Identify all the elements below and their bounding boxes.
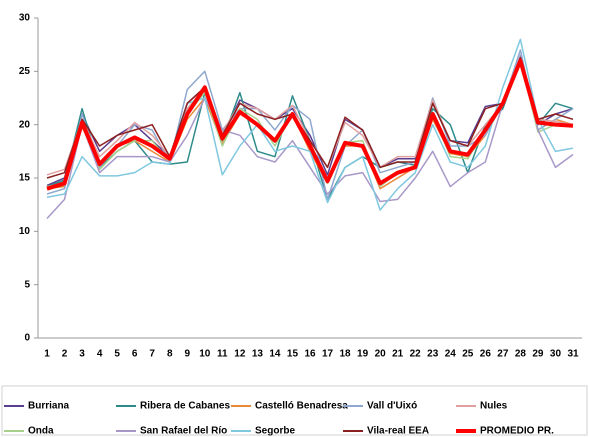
series-line bbox=[46, 58, 574, 191]
legend-label: Ribera de Cabanes bbox=[140, 401, 230, 412]
x-tick-label: 8 bbox=[167, 349, 173, 360]
legend-label: PROMEDIO PR. bbox=[480, 426, 554, 437]
legend-label: Vila-real EEA bbox=[367, 426, 429, 437]
series-line bbox=[46, 56, 574, 179]
x-tick-label: 2 bbox=[62, 349, 68, 360]
x-tick-label: 28 bbox=[515, 349, 527, 360]
legend-label: San Rafael del Río bbox=[140, 426, 227, 437]
x-tick-label: 25 bbox=[462, 349, 474, 360]
x-tick-label: 20 bbox=[375, 349, 387, 360]
x-tick-label: 9 bbox=[184, 349, 190, 360]
x-tick-label: 26 bbox=[480, 349, 492, 360]
x-tick-label: 4 bbox=[97, 349, 103, 360]
x-tick-label: 21 bbox=[392, 349, 404, 360]
legend-label: Segorbe bbox=[255, 426, 295, 437]
x-tick-label: 15 bbox=[287, 349, 299, 360]
y-tick-label: 25 bbox=[19, 66, 31, 77]
x-tick-label: 11 bbox=[217, 349, 228, 360]
x-tick-label: 19 bbox=[357, 349, 369, 360]
legend-label: Vall d'Uixó bbox=[367, 401, 417, 412]
x-tick-label: 18 bbox=[340, 349, 352, 360]
x-tick-label: 6 bbox=[132, 349, 138, 360]
legend-label: Onda bbox=[28, 426, 54, 437]
x-tick-label: 29 bbox=[532, 349, 544, 360]
x-tick-label: 7 bbox=[149, 349, 155, 360]
x-tick-label: 10 bbox=[199, 349, 211, 360]
x-tick-label: 13 bbox=[252, 349, 264, 360]
y-tick-label: 0 bbox=[24, 333, 30, 344]
x-tick-label: 5 bbox=[114, 349, 120, 360]
x-tick-label: 1 bbox=[44, 349, 50, 360]
x-tick-label: 23 bbox=[427, 349, 439, 360]
y-tick-label: 30 bbox=[19, 13, 31, 24]
legend-label: Castelló Benadresa bbox=[255, 401, 348, 412]
legend-frame bbox=[1, 385, 588, 436]
y-tick-label: 15 bbox=[19, 173, 31, 184]
y-tick-label: 20 bbox=[19, 119, 31, 130]
x-tick-label: 22 bbox=[410, 349, 422, 360]
series-line bbox=[46, 38, 574, 211]
x-tick-label: 27 bbox=[497, 349, 509, 360]
x-tick-label: 3 bbox=[79, 349, 85, 360]
legend-label: Nules bbox=[480, 401, 508, 412]
x-tick-label: 30 bbox=[550, 349, 562, 360]
series-line bbox=[46, 49, 574, 201]
x-tick-label: 17 bbox=[322, 349, 334, 360]
series-line bbox=[46, 59, 574, 190]
x-tick-label: 16 bbox=[304, 349, 316, 360]
x-tick-label: 31 bbox=[567, 349, 579, 360]
y-tick-label: 10 bbox=[19, 226, 31, 237]
y-tick-label: 5 bbox=[24, 279, 30, 290]
legend-label: Burriana bbox=[28, 401, 70, 412]
x-tick-label: 24 bbox=[445, 349, 457, 360]
x-tick-label: 12 bbox=[234, 349, 246, 360]
x-tick-label: 14 bbox=[269, 349, 281, 360]
series-line bbox=[46, 54, 574, 220]
